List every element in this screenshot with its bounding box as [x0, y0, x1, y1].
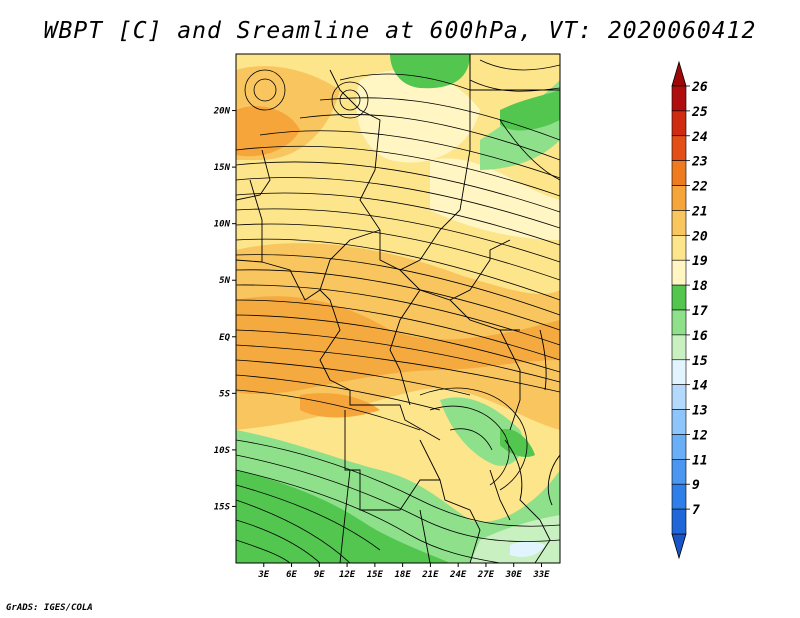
lat-tick-label: 20N — [213, 107, 231, 117]
colorbar-label: 12 — [692, 428, 708, 443]
lon-tick-label: 30E — [505, 570, 523, 580]
lon-tick-label: 3E — [257, 570, 269, 580]
map-frame — [235, 53, 561, 564]
lat-tick-label: 10N — [214, 220, 231, 230]
colorbar-segment — [671, 334, 687, 361]
colorbar-label: 26 — [691, 80, 708, 95]
colorbar-label: 22 — [691, 180, 708, 195]
lon-tick-label: 21E — [421, 570, 439, 580]
colorbar-segment — [671, 110, 687, 137]
lon-tick-label: 27E — [477, 570, 495, 580]
colorbar-segment — [671, 210, 687, 236]
lon-tick-label: 18E — [394, 570, 411, 580]
lat-tick-label: EQ — [219, 333, 230, 343]
colorbar-label: 11 — [692, 453, 708, 468]
lon-tick-label: 15E — [367, 570, 384, 580]
colorbar-label: 23 — [691, 155, 708, 170]
latitude-axis: 20N 15N 10N 5N EQ 5S 10S 15S — [213, 107, 236, 512]
colorbar-segment — [671, 284, 687, 311]
lon-tick-label: 24E — [449, 570, 467, 580]
lon-tick-label: 9E — [314, 570, 325, 580]
colorbar-segment — [671, 85, 687, 112]
colorbar-label: 14 — [692, 379, 708, 394]
colorbar-label: 9 — [692, 478, 700, 493]
colorbar-segment — [671, 434, 687, 460]
colorbar-under-arrow — [671, 533, 687, 560]
colorbar-segment — [671, 185, 687, 211]
wbpt-shading — [236, 54, 560, 563]
colorbar-label: 13 — [692, 404, 708, 419]
colorbar-label: 25 — [691, 105, 708, 120]
colorbar-label: 24 — [691, 130, 708, 145]
map-title: WBPT [C] and Sreamline at 600hPa, VT: 20… — [43, 18, 757, 44]
colorbar-label: 18 — [692, 279, 708, 294]
colorbar-label: 19 — [692, 254, 708, 269]
colorbar-label: 21 — [691, 204, 708, 219]
lat-tick-label: 10S — [214, 446, 231, 456]
colorbar-segment — [671, 135, 687, 161]
colorbar-over-arrow — [671, 60, 687, 87]
colorbar-segment — [671, 259, 687, 286]
colorbar-label: 16 — [692, 329, 708, 344]
colorbar-label: 17 — [692, 304, 708, 319]
colorbar-label: 7 — [692, 503, 700, 518]
colorbar-label: 15 — [692, 354, 708, 369]
colorbar-segment — [671, 160, 687, 186]
streamlines — [236, 59, 560, 563]
lon-tick-label: 12E — [339, 570, 356, 580]
longitude-axis: 3E 6E 9E 12E 15E 18E 21E 24E 27E 30E 33E — [257, 563, 550, 580]
colorbar: 26 25 24 23 22 21 20 19 18 17 16 15 14 13 12 11 9 7 — [671, 60, 708, 560]
lat-tick-label: 5S — [219, 389, 230, 399]
colorbar-segment — [671, 508, 687, 535]
lon-tick-label: 6E — [286, 570, 297, 580]
lat-tick-label: 5N — [219, 276, 230, 286]
colorbar-segment — [671, 235, 687, 261]
colorbar-segment — [671, 483, 687, 510]
colorbar-segment — [671, 359, 687, 385]
lat-tick-label: 15N — [214, 163, 231, 173]
colorbar-segment — [671, 384, 687, 410]
country-boundaries — [236, 54, 560, 563]
lon-tick-label: 33E — [532, 570, 550, 580]
colorbar-segment — [671, 459, 687, 485]
colorbar-segment — [671, 409, 687, 435]
colorbar-segment — [671, 309, 687, 336]
grads-credit: GrADS: IGES/COLA — [6, 603, 93, 613]
lat-tick-label: 15S — [214, 502, 231, 512]
colorbar-label: 20 — [691, 229, 708, 244]
